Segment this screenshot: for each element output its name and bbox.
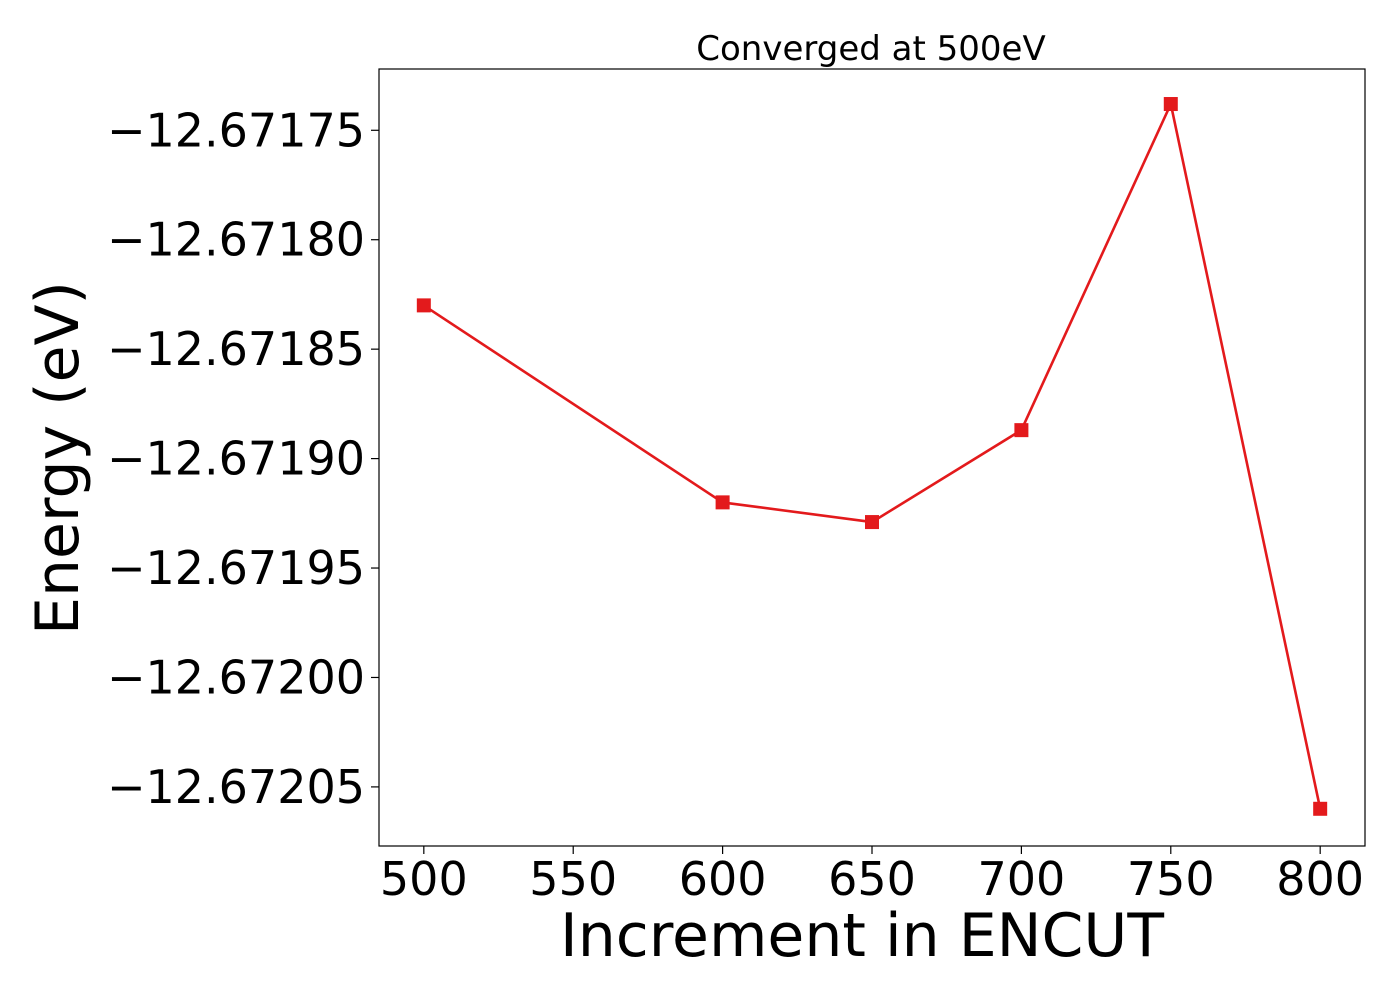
data-point-marker xyxy=(1163,97,1178,112)
x-tick-label: 600 xyxy=(679,852,767,906)
x-axis: 500 550 600 650 700 750 800 xyxy=(380,846,1364,906)
y-axis-label: Energy (eV) xyxy=(23,281,93,635)
data-point-marker xyxy=(715,495,730,510)
y-tick-label: −12.67185 xyxy=(107,322,365,376)
x-tick-label: 650 xyxy=(828,852,916,906)
x-tick-label: 750 xyxy=(1127,852,1215,906)
data-point-marker xyxy=(1313,801,1328,816)
series-line xyxy=(423,102,1322,810)
data-point-marker xyxy=(1014,423,1029,438)
y-tick-label: −12.67180 xyxy=(107,213,365,267)
series-layer xyxy=(416,97,1328,816)
x-axis-label: Increment in ENCUT xyxy=(560,901,1164,971)
x-tick-label: 500 xyxy=(380,852,468,906)
y-tick-label: −12.67205 xyxy=(107,760,365,814)
data-point-marker xyxy=(865,515,879,530)
x-tick-label: 700 xyxy=(977,852,1065,906)
chart-title: Converged at 500eV xyxy=(696,29,1045,69)
data-point-marker xyxy=(416,298,431,313)
plot-frame xyxy=(378,68,1366,847)
y-tick-label: −12.67195 xyxy=(107,541,365,595)
y-tick-label: −12.67190 xyxy=(107,432,365,486)
y-tick-label: −12.67175 xyxy=(107,103,365,157)
x-tick-label: 800 xyxy=(1276,852,1364,906)
y-axis: −12.67175 −12.67180 −12.67185 −12.67190 −12.… xyxy=(107,103,379,814)
x-tick-label: 550 xyxy=(529,852,617,906)
y-tick-label: −12.67200 xyxy=(107,650,365,704)
